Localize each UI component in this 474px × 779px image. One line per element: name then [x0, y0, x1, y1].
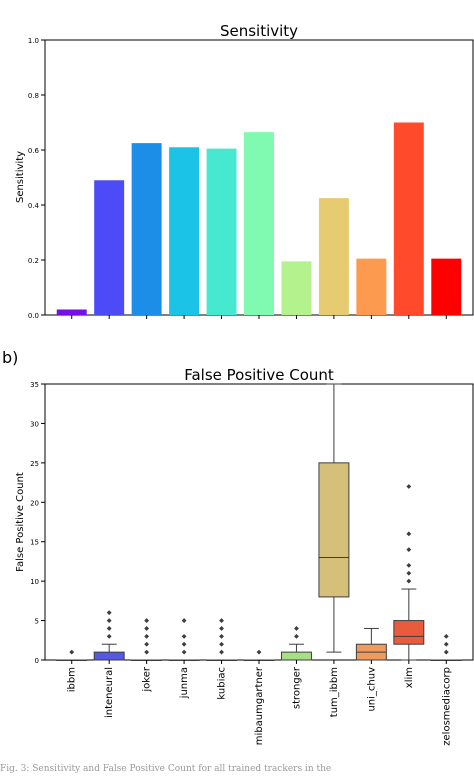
box-outlier	[443, 649, 449, 655]
false-positive-xtick-label: junma	[179, 667, 190, 699]
false-positive-ytick-label: 35	[30, 381, 39, 389]
box-zelosmediacorp	[430, 633, 462, 661]
figure-caption: Fig. 3: Sensitivity and False Positive C…	[0, 764, 332, 774]
false-positive-ytick-label: 25	[30, 460, 39, 468]
box-outlier	[256, 649, 262, 655]
false-positive-ytick-label: 20	[30, 499, 39, 507]
box-outlier	[106, 618, 112, 623]
box-outlier	[219, 641, 224, 647]
false-positive-xtick-label: tum_ibbm	[329, 667, 340, 717]
sensitivity-chart: Sensitivity Sensitivity 0.0 0.2 0.4 0.6 0.8 1…	[15, 22, 474, 320]
sensitivity-bar	[131, 143, 162, 315]
sensitivity-bar	[393, 122, 424, 315]
sensitivity-bar	[94, 180, 125, 315]
box-outlier	[219, 649, 224, 655]
sensitivity-ytick-label: 1.0	[28, 37, 39, 45]
box-outlier	[144, 641, 150, 647]
box-ibbm	[56, 649, 88, 661]
box-outlier	[219, 633, 224, 639]
box-inteneural	[93, 610, 125, 661]
box-kubiac	[206, 618, 238, 661]
box-outlier	[406, 578, 412, 584]
false-positive-xtick-label: ibbm	[67, 667, 78, 692]
box-outlier	[181, 641, 187, 647]
sensitivity-ytick-label: 0.8	[28, 92, 39, 100]
panel-b-label: b)	[2, 348, 19, 367]
false-positive-xtick-label: kubiac	[217, 667, 228, 700]
false-positive-xtick-label: xlim	[404, 667, 415, 688]
sensitivity-bar	[244, 132, 274, 315]
box-outlier	[219, 626, 224, 631]
sensitivity-ytick-label: 0.0	[28, 312, 39, 320]
false-positive-ytick-label: 10	[30, 578, 39, 586]
false-positive-xticks: ibbm inteneural joker junma kubiac mibaumgart…	[67, 660, 452, 746]
box-iqr	[393, 620, 425, 645]
box-junma	[168, 618, 200, 661]
box-outlier	[144, 626, 150, 631]
box-tum_ibbm	[318, 383, 350, 653]
false-positive-xtick-label: joker	[142, 666, 153, 692]
false-positive-ytick-label: 5	[35, 618, 39, 626]
false-positive-ytick-label: 0	[35, 657, 39, 665]
sensitivity-ytick-label: 0.2	[28, 257, 39, 265]
false-positive-title: False Positive Count	[184, 366, 334, 384]
box-outlier	[144, 618, 150, 623]
box-iqr	[280, 651, 312, 661]
box-outlier	[294, 626, 299, 631]
box-outlier	[181, 618, 187, 623]
sensitivity-ytick-label: 0.6	[28, 147, 40, 155]
box-outlier	[106, 626, 112, 631]
box-outlier	[181, 633, 187, 639]
box-outlier	[69, 649, 75, 655]
box-xlim	[393, 484, 425, 661]
false-positive-chart: False Positive Count False Positive Coun…	[15, 366, 474, 746]
box-joker	[131, 618, 163, 661]
sensitivity-bar	[431, 258, 462, 315]
box-mibaumgartner	[243, 649, 275, 661]
sensitivity-ylabel: Sensitivity	[15, 151, 26, 203]
box-outlier	[106, 633, 112, 639]
sensitivity-ytick-label: 0.4	[28, 202, 40, 210]
box-outlier	[219, 618, 224, 623]
sensitivity-bar	[318, 198, 349, 315]
sensitivity-yticks: 0.0 0.2 0.4 0.6 0.8 1.0	[28, 37, 45, 320]
box-outlier	[144, 649, 150, 655]
sensitivity-bars	[56, 122, 462, 315]
box-outlier	[406, 562, 412, 568]
sensitivity-bar	[56, 309, 87, 315]
box-outlier	[406, 547, 412, 552]
box-outlier	[294, 633, 299, 639]
sensitivity-bar	[169, 147, 200, 315]
box-outlier	[144, 633, 150, 639]
box-uni_chuv	[355, 627, 387, 661]
false-positive-xtick-label: uni_chuv	[366, 667, 377, 712]
box-iqr	[318, 462, 350, 598]
sensitivity-bar	[206, 148, 237, 315]
box-stronger	[280, 626, 312, 661]
box-iqr	[93, 651, 125, 661]
box-outlier	[406, 484, 412, 489]
false-positive-xtick-label: stronger	[291, 666, 302, 709]
false-positive-xtick-label: zelosmediacorp	[441, 667, 452, 746]
sensitivity-bar	[281, 261, 312, 315]
false-positive-xtick-label: inteneural	[104, 667, 115, 718]
false-positive-yticks: 0 5 10 15 20 25 30 35	[30, 381, 45, 665]
false-positive-ylabel: False Positive Count	[15, 472, 26, 572]
false-positive-xtick-label: mibaumgartner	[254, 666, 265, 745]
false-positive-ytick-label: 30	[30, 420, 39, 428]
sensitivity-title: Sensitivity	[220, 22, 298, 40]
false-positive-boxes	[56, 383, 462, 661]
box-outlier	[106, 610, 112, 616]
box-outlier	[406, 570, 412, 576]
sensitivity-xticks	[71, 315, 447, 319]
box-outlier	[443, 633, 449, 639]
box-outlier	[181, 649, 187, 655]
box-outlier	[406, 531, 412, 537]
box-outlier	[443, 641, 449, 647]
false-positive-ytick-label: 15	[30, 539, 39, 547]
sensitivity-bar	[356, 258, 387, 315]
